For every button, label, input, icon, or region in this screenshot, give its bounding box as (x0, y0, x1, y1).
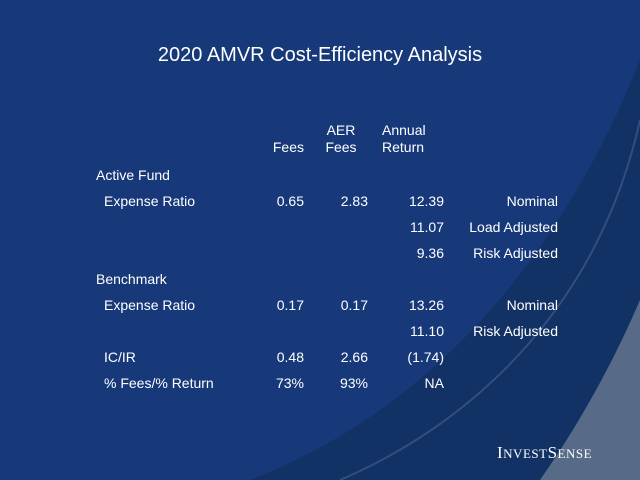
table-row: Expense Ratio 0.17 0.17 13.26 Nominal (96, 292, 558, 318)
header-aer-fees: AER Fees (304, 104, 368, 162)
header-annual-return-line1: Annual (382, 122, 426, 138)
cell-annual-return: 11.10 (410, 323, 444, 339)
cell-aer-fees (304, 318, 368, 344)
cell-fees (254, 214, 304, 240)
header-annual-return: Annual Return (368, 104, 444, 162)
section-row-benchmark: Benchmark (96, 266, 558, 292)
cell-fees: 0.65 (276, 193, 304, 209)
cell-annual-return: (1.74) (407, 349, 444, 365)
cell-note (444, 344, 558, 370)
header-aer-fees-line1: AER (326, 122, 356, 138)
logo-letter-i: I (497, 443, 504, 462)
table-row: 9.36 Risk Adjusted (96, 240, 558, 266)
cell-note: Risk Adjusted (473, 323, 558, 339)
cell-annual-return: NA (424, 375, 444, 391)
table-row: 11.10 Risk Adjusted (96, 318, 558, 344)
cell-annual-return: 13.26 (408, 297, 444, 313)
cell-fees: 73% (275, 375, 304, 391)
table-header-row: Fees AER Fees Annual Return (96, 104, 558, 162)
table-row: 11.07 Load Adjusted (96, 214, 558, 240)
background-curve (339, 119, 640, 480)
cell-aer-fees (304, 240, 368, 266)
cell-note: Load Adjusted (469, 219, 558, 235)
slide-title: 2020 AMVR Cost-Efficiency Analysis (157, 44, 483, 66)
cell-fees: 0.48 (276, 349, 304, 365)
table-row: IC/IR 0.48 2.66 (1.74) (96, 344, 558, 370)
cell-annual-return: 9.36 (416, 245, 444, 261)
section-row-active-fund: Active Fund (96, 162, 558, 188)
row-label (96, 318, 254, 344)
row-label: Expense Ratio (104, 297, 196, 313)
row-label: % Fees/% Return (104, 375, 214, 391)
table-row: Expense Ratio 0.65 2.83 12.39 Nominal (96, 188, 558, 214)
logo-ense: ENSE (557, 446, 593, 461)
cell-aer-fees: 93% (339, 375, 368, 391)
cell-aer-fees: 2.66 (340, 349, 368, 365)
table-row: % Fees/% Return 73% 93% NA (96, 370, 558, 396)
cell-annual-return: 12.39 (408, 193, 444, 209)
header-fees: Fees (272, 139, 304, 155)
accent-corner (540, 300, 640, 480)
cell-note: Nominal (506, 193, 558, 209)
background-swoosh (250, 60, 640, 480)
row-label: IC/IR (104, 349, 136, 365)
header-note-cell (444, 104, 558, 162)
cell-note: Nominal (506, 297, 558, 313)
cell-fees: 0.17 (276, 297, 304, 313)
cell-aer-fees: 2.83 (340, 193, 368, 209)
cell-note: Risk Adjusted (473, 245, 558, 261)
investsense-logo: INVESTSENSE (497, 443, 592, 463)
section-label-benchmark: Benchmark (96, 271, 167, 287)
section-label-active-fund: Active Fund (96, 167, 170, 183)
cell-annual-return: 11.07 (410, 219, 444, 235)
header-label-cell (96, 104, 254, 162)
logo-letter-s: S (547, 443, 558, 462)
cost-efficiency-table: Fees AER Fees Annual Return Active Fund … (96, 104, 558, 396)
row-label: Expense Ratio (104, 193, 196, 209)
row-label (96, 240, 254, 266)
cell-note (444, 370, 558, 396)
cell-fees (254, 318, 304, 344)
row-label (96, 214, 254, 240)
cell-aer-fees (304, 214, 368, 240)
header-annual-return-line2: Return (382, 139, 425, 155)
logo-nvest: NVEST (503, 446, 548, 461)
cell-aer-fees: 0.17 (340, 297, 368, 313)
cell-fees (254, 240, 304, 266)
header-aer-fees-line2: Fees (325, 139, 357, 155)
